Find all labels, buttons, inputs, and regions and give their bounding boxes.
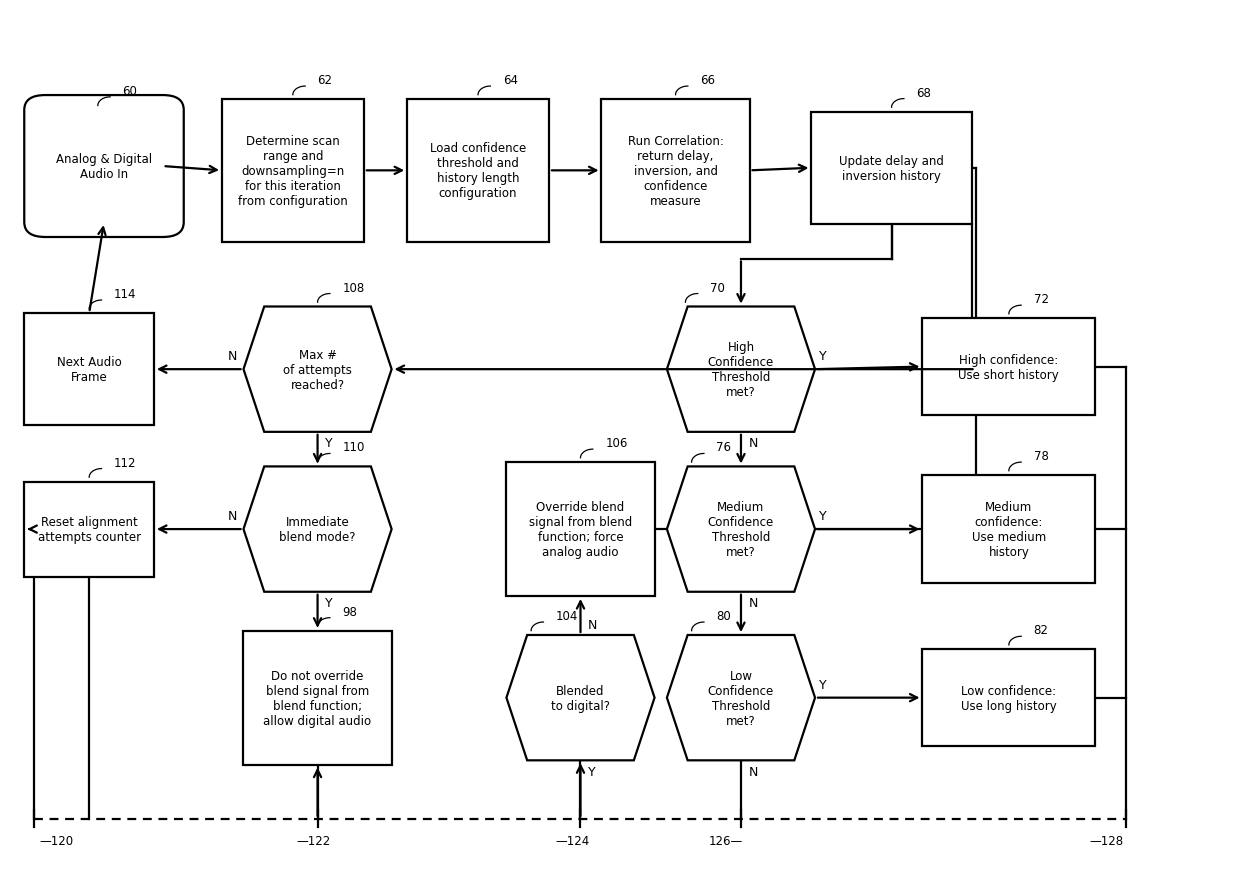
Text: 82: 82	[1033, 624, 1048, 637]
FancyBboxPatch shape	[506, 462, 655, 596]
FancyBboxPatch shape	[923, 319, 1095, 415]
Text: Override blend
signal from blend
function; force
analog audio: Override blend signal from blend functio…	[529, 501, 632, 559]
Text: Reset alignment
attempts counter: Reset alignment attempts counter	[37, 515, 141, 543]
Text: —128: —128	[1089, 834, 1123, 847]
Text: Y: Y	[818, 509, 826, 522]
Polygon shape	[667, 467, 815, 592]
FancyBboxPatch shape	[923, 649, 1095, 746]
Text: 108: 108	[342, 282, 365, 295]
Text: Load confidence
threshold and
history length
configuration: Load confidence threshold and history le…	[430, 143, 526, 200]
Text: 66: 66	[701, 74, 715, 87]
FancyBboxPatch shape	[25, 482, 154, 577]
FancyBboxPatch shape	[25, 314, 154, 426]
Text: N: N	[228, 350, 237, 363]
Text: Y: Y	[818, 678, 826, 691]
Text: Next Audio
Frame: Next Audio Frame	[57, 355, 122, 384]
Text: 76: 76	[717, 441, 732, 454]
Text: 110: 110	[342, 441, 365, 454]
FancyBboxPatch shape	[601, 100, 750, 242]
Text: Max #
of attempts
reached?: Max # of attempts reached?	[283, 348, 352, 391]
Polygon shape	[667, 635, 815, 760]
Text: N: N	[228, 509, 237, 522]
Text: —120: —120	[40, 834, 74, 847]
Text: 60: 60	[123, 85, 138, 97]
Text: 114: 114	[114, 288, 136, 301]
Text: 80: 80	[717, 609, 732, 622]
FancyBboxPatch shape	[25, 96, 184, 238]
Text: 64: 64	[502, 74, 518, 87]
FancyBboxPatch shape	[243, 631, 392, 765]
Polygon shape	[243, 307, 392, 433]
Text: Low confidence:
Use long history: Low confidence: Use long history	[961, 684, 1056, 712]
Text: N: N	[749, 436, 758, 449]
Text: 70: 70	[711, 282, 725, 295]
Polygon shape	[243, 467, 392, 592]
Text: Medium
confidence:
Use medium
history: Medium confidence: Use medium history	[972, 501, 1047, 559]
Text: 98: 98	[342, 605, 357, 618]
Text: Medium
Confidence
Threshold
met?: Medium Confidence Threshold met?	[708, 501, 774, 559]
Text: 106: 106	[605, 436, 627, 449]
Text: High
Confidence
Threshold
met?: High Confidence Threshold met?	[708, 341, 774, 399]
Text: Low
Confidence
Threshold
met?: Low Confidence Threshold met?	[708, 669, 774, 726]
Text: Analog & Digital
Audio In: Analog & Digital Audio In	[56, 153, 153, 181]
FancyBboxPatch shape	[811, 112, 972, 225]
Text: 104: 104	[556, 609, 578, 622]
Text: 126—: 126—	[709, 834, 743, 847]
Text: 78: 78	[1033, 449, 1048, 462]
Text: High confidence:
Use short history: High confidence: Use short history	[959, 353, 1059, 381]
Text: —124: —124	[556, 834, 590, 847]
Text: —122: —122	[296, 834, 331, 847]
Text: N: N	[749, 765, 758, 778]
Text: 68: 68	[916, 87, 931, 99]
Text: Y: Y	[325, 436, 332, 449]
Text: Blended
to digital?: Blended to digital?	[551, 684, 610, 712]
FancyBboxPatch shape	[923, 475, 1095, 583]
FancyBboxPatch shape	[407, 100, 549, 242]
FancyBboxPatch shape	[222, 100, 363, 242]
Text: N: N	[588, 618, 598, 631]
Text: 72: 72	[1033, 293, 1049, 306]
Text: Update delay and
inversion history: Update delay and inversion history	[839, 155, 944, 182]
Text: Immediate
blend mode?: Immediate blend mode?	[279, 515, 356, 543]
Text: 62: 62	[317, 74, 332, 87]
Text: Do not override
blend signal from
blend function;
allow digital audio: Do not override blend signal from blend …	[263, 669, 372, 726]
Polygon shape	[667, 307, 815, 433]
Text: Run Correlation:
return delay,
inversion, and
confidence
measure: Run Correlation: return delay, inversion…	[627, 135, 723, 208]
Text: Y: Y	[818, 350, 826, 363]
Text: Determine scan
range and
downsampling=n
for this iteration
from configuration: Determine scan range and downsampling=n …	[238, 135, 347, 208]
Polygon shape	[506, 635, 655, 760]
Text: Y: Y	[588, 765, 595, 778]
Text: Y: Y	[325, 596, 332, 609]
Text: N: N	[749, 596, 758, 609]
Text: 112: 112	[114, 456, 136, 469]
